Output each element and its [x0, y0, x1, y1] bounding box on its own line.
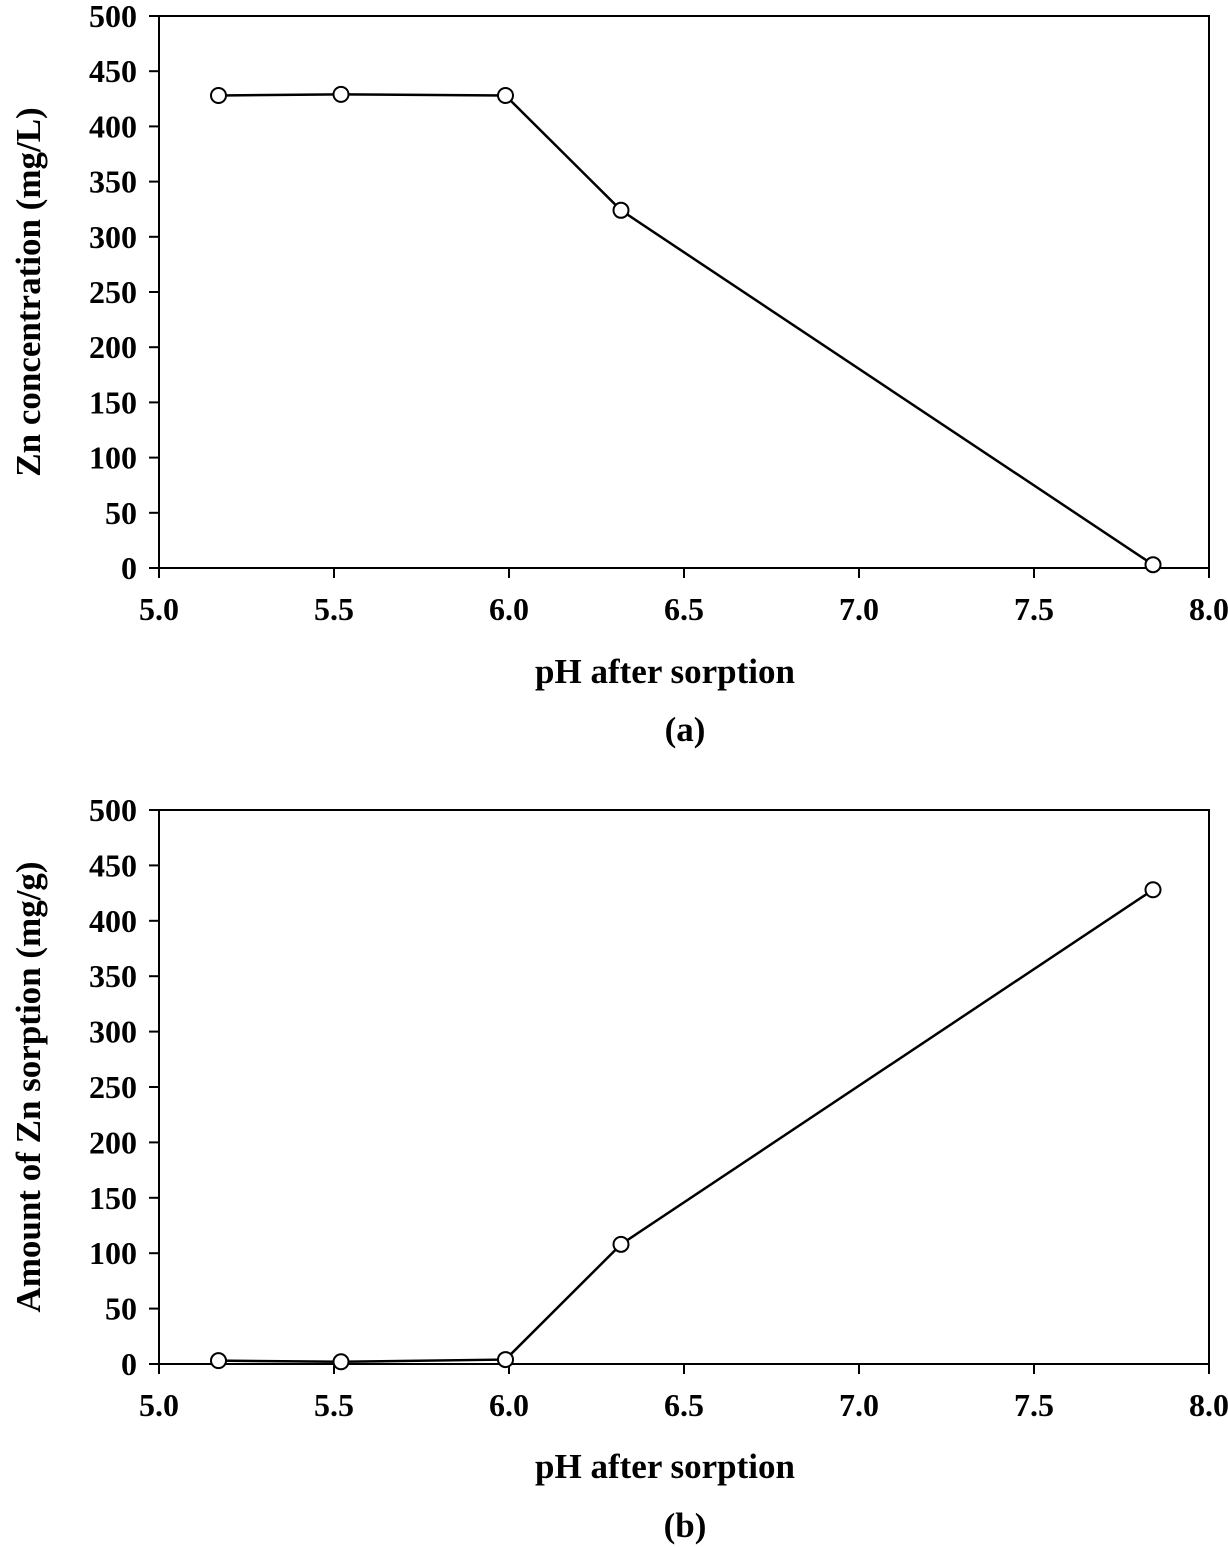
- x-tick-labels-a: 5.0 5.5 6.0 6.5 7.0 7.5 8.0: [139, 591, 1228, 627]
- x-tick-labels-b: 5.0 5.5 6.0 6.5 7.0 7.5 8.0: [139, 1387, 1228, 1423]
- y-tick-label: 100: [89, 440, 137, 476]
- y-axis-title-b: Amount of Zn sorption (mg/g): [9, 861, 48, 1312]
- series-b: [210, 881, 1162, 1371]
- x-tick-label: 8.0: [1189, 1387, 1228, 1423]
- data-point: [612, 1235, 630, 1253]
- x-tick-label: 7.5: [1014, 591, 1054, 627]
- series-line: [218, 93, 1154, 566]
- data-point: [1144, 556, 1162, 574]
- data-point: [210, 86, 227, 104]
- y-tick-label: 100: [89, 1235, 137, 1271]
- x-axis-title-b: pH after sorption: [535, 1447, 795, 1486]
- y-tick-label: 400: [89, 108, 137, 144]
- y-tick-label: 50: [105, 1291, 137, 1327]
- y-tick-labels-a: 0 50 100 150 200 250 300 350 400 450 500: [89, 0, 137, 586]
- y-tick-label: 500: [89, 0, 137, 34]
- x-tick-label: 7.0: [839, 1387, 879, 1423]
- x-tick-label: 5.0: [139, 1387, 179, 1423]
- tick-marks-b: [149, 809, 1210, 1374]
- x-tick-label: 7.0: [839, 591, 879, 627]
- y-tick-label: 50: [105, 495, 137, 531]
- data-point: [332, 85, 350, 103]
- y-tick-label: 450: [89, 847, 137, 883]
- y-axis-title-a: Zn concentration (mg/L): [9, 107, 48, 476]
- y-tick-label: 150: [89, 384, 137, 420]
- y-tick-label: 0: [121, 550, 137, 586]
- y-tick-label: 450: [89, 53, 137, 89]
- panel-label-b: (b): [664, 1506, 707, 1545]
- chart-panel-a: 0 50 100 150 200 250 300 350 400 450 500 5.0 5.5 6.0…: [9, 0, 1228, 749]
- y-tick-label: 250: [89, 274, 137, 310]
- x-tick-label: 5.5: [314, 1387, 354, 1423]
- chart-panel-b: 0 50 100 150 200 250 300 350 400 450 500 5.0 5.5 6.0…: [9, 792, 1228, 1545]
- data-point: [1144, 881, 1162, 899]
- tick-marks-a: [149, 15, 1210, 578]
- y-tick-label: 350: [89, 958, 137, 994]
- x-tick-label: 5.0: [139, 591, 179, 627]
- series-a: [210, 85, 1162, 574]
- y-tick-label: 200: [89, 329, 137, 365]
- x-tick-label: 6.0: [489, 591, 529, 627]
- y-tick-label: 250: [89, 1069, 137, 1105]
- y-tick-label: 300: [89, 219, 137, 255]
- y-tick-label: 400: [89, 903, 137, 939]
- plot-area-frame-b: [158, 809, 1210, 1365]
- x-tick-label: 6.5: [664, 1387, 704, 1423]
- x-tick-label: 6.0: [489, 1387, 529, 1423]
- data-point: [497, 1351, 514, 1369]
- y-tick-label: 200: [89, 1124, 137, 1160]
- data-point: [332, 1353, 350, 1371]
- x-tick-label: 5.5: [314, 591, 354, 627]
- x-tick-label: 6.5: [664, 591, 704, 627]
- x-axis-title-a: pH after sorption: [535, 652, 795, 691]
- data-point: [210, 1352, 227, 1370]
- y-tick-label: 300: [89, 1014, 137, 1050]
- y-tick-label: 500: [89, 792, 137, 828]
- data-point: [612, 201, 630, 219]
- data-point: [497, 86, 514, 104]
- y-tick-labels-b: 0 50 100 150 200 250 300 350 400 450 500: [89, 792, 137, 1382]
- y-tick-label: 150: [89, 1180, 137, 1216]
- x-tick-label: 7.5: [1014, 1387, 1054, 1423]
- y-tick-label: 0: [121, 1346, 137, 1382]
- series-line: [218, 888, 1154, 1364]
- x-tick-label: 8.0: [1189, 591, 1228, 627]
- panel-label-a: (a): [665, 710, 706, 749]
- plot-area-frame-a: [158, 15, 1210, 569]
- y-tick-label: 350: [89, 164, 137, 200]
